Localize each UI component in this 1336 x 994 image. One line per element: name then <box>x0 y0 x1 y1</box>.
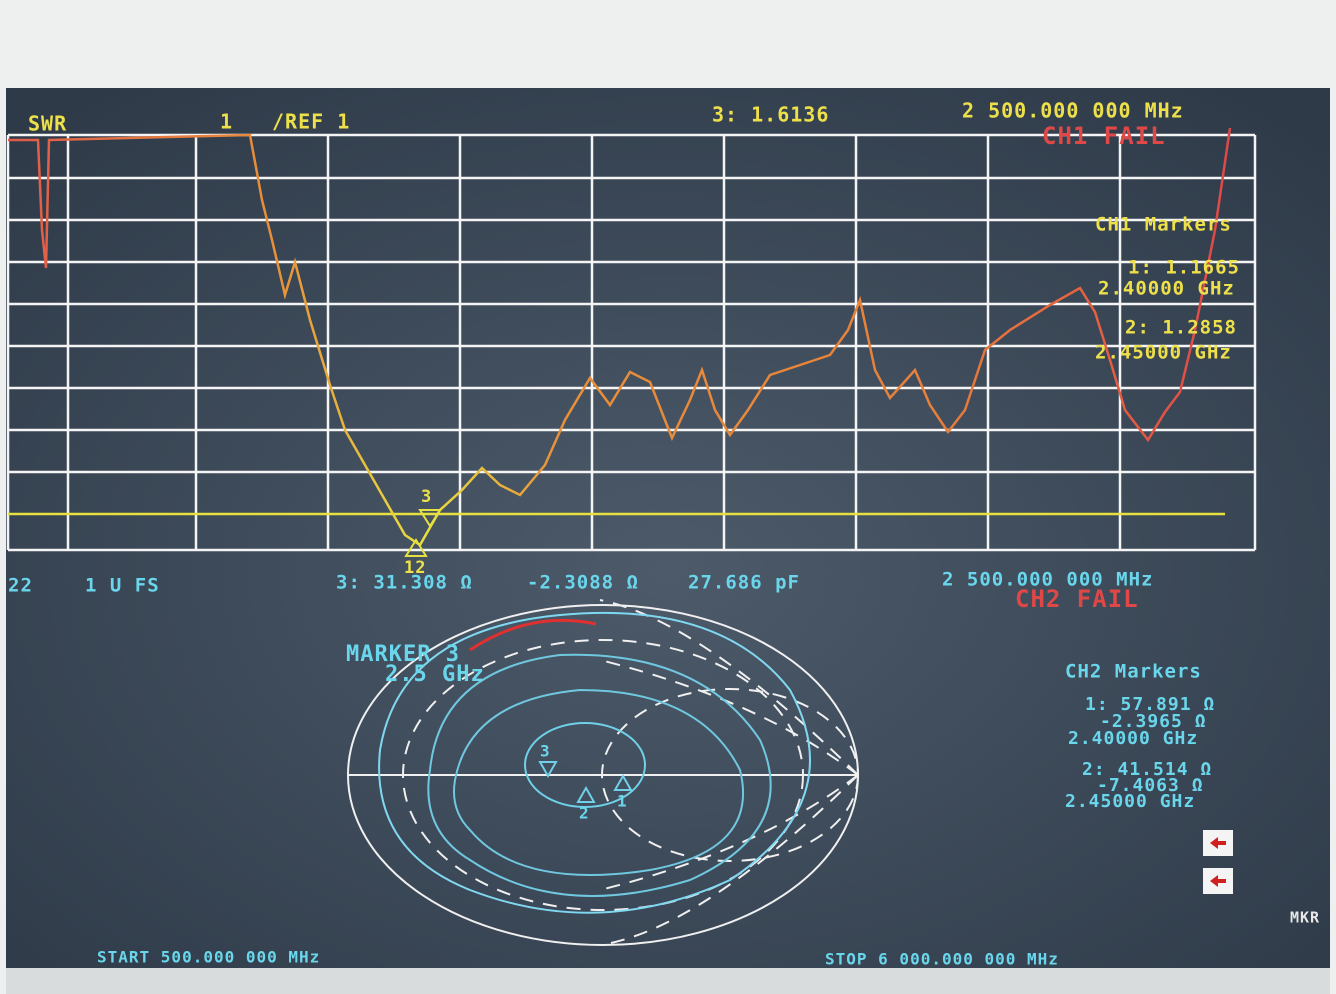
ch2-marker-frequency: 2.5 GHz <box>385 662 485 687</box>
stop-frequency: STOP 6 000.000 000 MHz <box>825 950 1059 969</box>
ch1-marker-value: 2: 1.2858 <box>1125 317 1237 339</box>
ch2-capacitance: 27.686 pF <box>688 572 800 594</box>
ch2-marker-frequency: 2.40000 GHz <box>1068 728 1198 749</box>
smith-marker-2 <box>576 785 596 803</box>
trace-marker-label: 3 <box>421 487 432 507</box>
screen-background <box>6 88 1330 968</box>
ch2-frequency: 2 500.000 000 MHz <box>942 569 1153 591</box>
trace-mid <box>427 653 772 897</box>
ch2-markers-title: CH2 Markers <box>1065 661 1202 683</box>
ch1-markers-title: CH1 Markers <box>1095 214 1232 236</box>
ch2-marker-resistance: 1: 57.891 Ω <box>1085 694 1215 715</box>
ch1-status: CH1 FAIL <box>1042 122 1166 150</box>
ch2-marker-frequency: 2.45000 GHz <box>1065 791 1195 812</box>
ch1-format: SWR <box>28 112 67 136</box>
trace-inner <box>524 722 646 808</box>
ch1-frequency: 2 500.000 000 MHz <box>962 99 1184 123</box>
arrow-icon <box>1210 875 1226 887</box>
smith-marker-1 <box>613 773 633 791</box>
ch2-format: 22 <box>8 575 33 597</box>
ch2-marker-resistance: 2: 41.514 Ω <box>1082 759 1212 780</box>
ch2-marker-reactance: -2.3965 Ω <box>1100 711 1207 732</box>
ch2-status: CH2 FAIL <box>1015 585 1139 613</box>
smith-marker-3 <box>538 761 558 779</box>
marker-1-2-symbol <box>404 538 428 557</box>
ch2-scale: 1 U FS <box>85 575 160 597</box>
smith-marker-label: 2 <box>579 804 590 823</box>
smith-marker-label: 1 <box>617 792 628 811</box>
ch1-scale: 1 <box>220 110 233 134</box>
arrow-icon <box>1210 837 1226 849</box>
smith-g-circle <box>402 639 804 911</box>
ch2-marker-title: MARKER 3 <box>346 642 460 667</box>
smith-chart <box>347 599 859 946</box>
start-frequency: START 500.000 000 MHz <box>97 948 320 967</box>
trace-mid2 <box>453 688 745 876</box>
swr-trace <box>8 127 1232 547</box>
ch2-reactance: -2.3088 Ω <box>527 572 639 594</box>
bezel <box>6 968 1330 994</box>
ch2-active-marker: 3: 31.308 Ω <box>336 572 473 594</box>
labels: SWR 1/REF 1 3: 1.6136 2 500.000 000 MHzCH1 … <box>8 99 1320 969</box>
smith-marker-label: 3 <box>540 742 551 761</box>
ch1-marker-frequency: 2.40000 GHz <box>1098 278 1235 300</box>
ch1-grid <box>6 133 1257 552</box>
marker-3-symbol <box>418 509 442 528</box>
ch1-active-marker: 3: 1.6136 <box>712 103 829 127</box>
trace-marker-label: 12 <box>404 558 426 578</box>
trace-red-segment <box>469 618 597 652</box>
softkey-label: MKR <box>1290 909 1320 927</box>
ch1-marker-frequency: 2.45000 GHz <box>1095 342 1232 364</box>
ch1-marker-value: 1: 1.1665 <box>1128 257 1240 279</box>
ch2-marker-reactance: -7.4063 Ω <box>1097 775 1204 796</box>
ch1-reference: /REF 1 <box>272 110 350 134</box>
softkey-buttons <box>1203 830 1233 894</box>
trace-outer <box>378 611 811 914</box>
